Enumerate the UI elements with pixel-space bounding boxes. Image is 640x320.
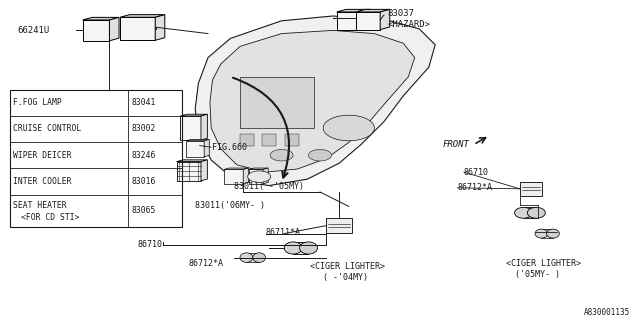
- Bar: [541, 229, 553, 238]
- Circle shape: [308, 149, 332, 161]
- Polygon shape: [120, 15, 165, 17]
- Polygon shape: [83, 17, 119, 20]
- Text: ( -'04MY): ( -'04MY): [323, 273, 368, 282]
- Polygon shape: [195, 16, 435, 186]
- Polygon shape: [155, 15, 165, 40]
- Polygon shape: [224, 170, 243, 184]
- Text: 86710: 86710: [464, 168, 489, 177]
- Text: 86712*A: 86712*A: [458, 183, 493, 192]
- Text: 83041: 83041: [132, 98, 156, 107]
- Text: INTER COOLER: INTER COOLER: [13, 177, 72, 186]
- Polygon shape: [83, 20, 109, 41]
- Ellipse shape: [253, 253, 266, 262]
- Bar: [524, 207, 536, 218]
- Text: 86711*A: 86711*A: [266, 228, 301, 237]
- Polygon shape: [380, 9, 390, 30]
- Polygon shape: [243, 168, 248, 184]
- Circle shape: [323, 115, 374, 141]
- Circle shape: [248, 171, 271, 182]
- Text: <CIGER LIGHTER>: <CIGER LIGHTER>: [310, 262, 385, 271]
- Polygon shape: [356, 12, 380, 30]
- Bar: [285, 134, 299, 146]
- Polygon shape: [361, 9, 371, 30]
- Text: <HAZARD>: <HAZARD>: [387, 20, 430, 29]
- Ellipse shape: [300, 242, 317, 254]
- Bar: [10, 90, 182, 228]
- Bar: [240, 77, 314, 128]
- Ellipse shape: [284, 242, 302, 254]
- Text: 83037: 83037: [387, 9, 414, 18]
- Polygon shape: [263, 168, 268, 184]
- Text: 83011('06MY- ): 83011('06MY- ): [195, 201, 265, 210]
- Circle shape: [270, 149, 293, 161]
- Ellipse shape: [515, 207, 532, 218]
- Bar: [246, 253, 259, 262]
- Polygon shape: [201, 114, 207, 140]
- Text: 86710: 86710: [138, 240, 163, 249]
- Polygon shape: [249, 168, 268, 170]
- Polygon shape: [337, 12, 361, 30]
- Text: ('05MY- ): ('05MY- ): [515, 270, 560, 279]
- Text: 66241U: 66241U: [17, 26, 49, 35]
- Polygon shape: [337, 9, 371, 12]
- Text: 83065: 83065: [132, 206, 156, 215]
- Text: 86712*A: 86712*A: [189, 259, 224, 268]
- Polygon shape: [177, 160, 207, 162]
- Text: F.FOG LAMP: F.FOG LAMP: [13, 98, 62, 107]
- Polygon shape: [204, 140, 209, 157]
- Text: 83011( -'05MY): 83011( -'05MY): [234, 182, 303, 191]
- Text: 83246: 83246: [132, 151, 156, 160]
- Polygon shape: [224, 168, 248, 170]
- Ellipse shape: [547, 229, 559, 238]
- Text: FRONT: FRONT: [442, 140, 469, 149]
- Polygon shape: [120, 17, 155, 40]
- Polygon shape: [109, 17, 119, 41]
- Text: WIPER DEICER: WIPER DEICER: [13, 151, 72, 160]
- Polygon shape: [356, 9, 390, 12]
- Bar: [520, 182, 543, 196]
- Text: 83002: 83002: [132, 124, 156, 133]
- Ellipse shape: [240, 253, 253, 262]
- Polygon shape: [186, 140, 209, 141]
- Bar: [240, 134, 254, 146]
- Polygon shape: [201, 160, 207, 181]
- Text: CRUISE CONTROL: CRUISE CONTROL: [13, 124, 82, 133]
- Text: FIG.660: FIG.660: [212, 143, 248, 152]
- Polygon shape: [177, 162, 201, 181]
- Text: SEAT HEATER: SEAT HEATER: [13, 201, 67, 210]
- Text: A830001135: A830001135: [584, 308, 630, 317]
- Bar: [293, 242, 308, 254]
- Text: 83016: 83016: [132, 177, 156, 186]
- Polygon shape: [210, 30, 415, 172]
- Ellipse shape: [527, 207, 545, 218]
- Text: <CIGER LIGHTER>: <CIGER LIGHTER>: [506, 259, 580, 268]
- Polygon shape: [180, 114, 207, 116]
- Ellipse shape: [535, 229, 548, 238]
- Polygon shape: [180, 116, 201, 140]
- Polygon shape: [186, 141, 204, 157]
- Polygon shape: [249, 170, 263, 184]
- Bar: [262, 134, 276, 146]
- Text: <FOR CD STI>: <FOR CD STI>: [21, 213, 79, 222]
- Bar: [326, 218, 352, 233]
